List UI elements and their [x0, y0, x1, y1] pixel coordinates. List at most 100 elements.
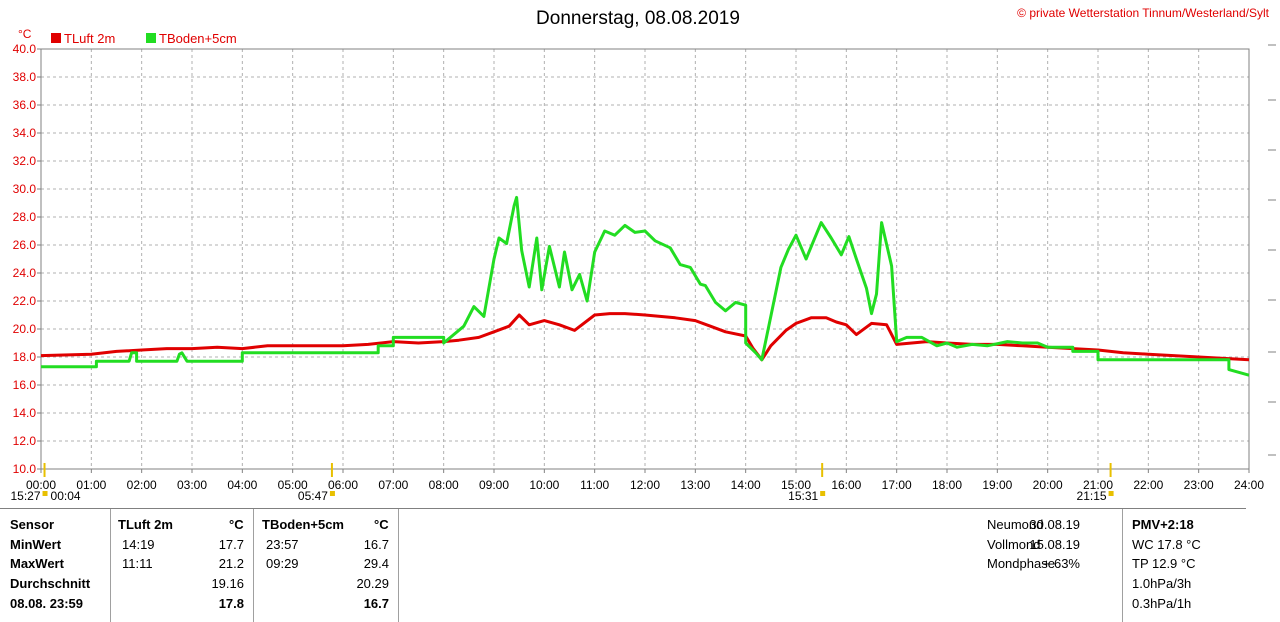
table-divider — [398, 509, 399, 622]
x-tick-label: 12:00 — [630, 478, 660, 492]
legend-swatch-tluft — [51, 33, 61, 43]
row-value-max-tboden: 29.4 — [363, 556, 389, 571]
moon-value-full: 15.08.19 — [1029, 537, 1080, 552]
row-value-min-tboden: 16.7 — [363, 537, 389, 552]
y-tick-label: 24.0 — [13, 266, 37, 280]
legend-label-tboden: TBoden+5cm — [159, 31, 237, 46]
copyright-note: © private Wetterstation Tinnum/Westerlan… — [1017, 6, 1270, 20]
header-tboden: TBoden+5cm — [262, 517, 344, 532]
chart-title: Donnerstag, 08.08.2019 — [536, 8, 740, 29]
x-tick-label: 05:00 — [278, 478, 308, 492]
legend-swatch-tboden — [146, 33, 156, 43]
row-time-max-tboden: 09:29 — [266, 556, 299, 571]
x-tick-label: 08:00 — [429, 478, 459, 492]
x-tick-label: 17:00 — [882, 478, 912, 492]
x-tick-label: 02:00 — [127, 478, 157, 492]
y-tick-label: 16.0 — [13, 378, 37, 392]
y-tick-label: 18.0 — [13, 350, 37, 364]
y-tick-label: 38.0 — [13, 70, 37, 84]
y-axis-unit: °C — [18, 27, 32, 41]
y-tick-label: 26.0 — [13, 238, 37, 252]
table-divider — [253, 509, 254, 622]
x-tick-label: 20:00 — [1033, 478, 1063, 492]
moon-value-new: 30.08.19 — [1029, 517, 1080, 532]
windchill-value: WC 17.8 °C — [1132, 537, 1201, 552]
x-tick-label: 09:00 — [479, 478, 509, 492]
statistics-table: Sensor TLuft 2m °C TBoden+5cm °C MinWert… — [0, 508, 1246, 622]
row-value-avg-tluft: 19.16 — [211, 576, 244, 591]
legend-label-tluft: TLuft 2m — [64, 31, 115, 46]
row-value-max-tluft: 21.2 — [218, 556, 244, 571]
dewpoint-value: TP 12.9 °C — [1132, 556, 1196, 571]
marker-dot — [1108, 491, 1114, 496]
table-divider — [1122, 509, 1123, 622]
y-tick-label: 10.0 — [13, 462, 37, 476]
y-tick-label: 36.0 — [13, 98, 37, 112]
row-label-avg: Durchschnitt — [10, 576, 91, 591]
y-tick-label: 28.0 — [13, 210, 37, 224]
moon-label-full: Vollmond — [987, 537, 1041, 552]
x-tick-label: 07:00 — [378, 478, 408, 492]
y-tick-label: 32.0 — [13, 154, 37, 168]
x-tick-label: 15:00 — [781, 478, 811, 492]
row-time-min-tboden: 23:57 — [266, 537, 299, 552]
row-time-min-tluft: 14:19 — [122, 537, 155, 552]
x-tick-label: 11:00 — [580, 478, 609, 492]
row-value-avg-tboden: 20.29 — [356, 576, 389, 591]
x-tick-label: 10:00 — [529, 478, 559, 492]
series-lines — [40, 195, 1250, 377]
temperature-chart: 10.0 12.0 14.0 16.0 18.0 20.0 22.0 24.0 26.0 28.0… — [10, 6, 1276, 503]
moon-label-phase: Mondphase — [987, 556, 1055, 571]
y-tick-label: 40.0 — [13, 42, 37, 56]
moon-label-new: Neumond — [987, 517, 1044, 532]
pressure-1h-value: 0.3hPa/1h — [1132, 596, 1192, 611]
moon-value-phase: + 63% — [1042, 556, 1080, 571]
marker-dot — [820, 491, 826, 496]
x-tick-label: 23:00 — [1184, 478, 1214, 492]
marker-label: 15:27 — [10, 489, 40, 503]
x-tick-label: 06:00 — [328, 478, 358, 492]
row-time-max-tluft: 11:11 — [122, 556, 153, 571]
pmv-value: PMV+2:18 — [1132, 517, 1194, 532]
y-tick-label: 14.0 — [13, 406, 37, 420]
y-tick-label: 30.0 — [13, 182, 37, 196]
x-tick-label: 19:00 — [982, 478, 1012, 492]
right-axis-dashes — [1268, 44, 1276, 456]
marker-dot — [42, 491, 48, 496]
y-tick-label: 12.0 — [13, 434, 37, 448]
row-label-current: 08.08. 23:59 — [10, 596, 84, 611]
x-tick-label: 18:00 — [932, 478, 962, 492]
y-tick-label: 34.0 — [13, 126, 37, 140]
x-tick-label: 00:00 — [26, 478, 56, 492]
x-tick-label: 03:00 — [177, 478, 207, 492]
x-tick-label: 21:00 — [1083, 478, 1113, 492]
x-tick-label: 22:00 — [1133, 478, 1163, 492]
row-value-min-tluft: 17.7 — [218, 537, 244, 552]
row-label-max: MaxWert — [10, 556, 64, 571]
marker-dot — [329, 491, 335, 496]
x-axis-ticks: 00:00 01:00 02:00 03:00 04:00 05:00 06:00 07:00… — [26, 469, 1264, 492]
series-line-tboden — [41, 195, 1250, 377]
header-tluft-unit: °C — [229, 517, 244, 532]
header-tboden-unit: °C — [374, 517, 389, 532]
x-tick-label: 16:00 — [831, 478, 861, 492]
header-sensor: Sensor — [10, 517, 55, 532]
y-tick-label: 20.0 — [13, 322, 37, 336]
row-label-min: MinWert — [10, 537, 62, 552]
x-tick-label: 13:00 — [680, 478, 710, 492]
y-tick-label: 22.0 — [13, 294, 37, 308]
y-axis-ticks: 10.0 12.0 14.0 16.0 18.0 20.0 22.0 24.0 26.0 28.0… — [13, 42, 41, 476]
header-tluft: TLuft 2m — [118, 517, 173, 532]
legend: TLuft 2m TBoden+5cm — [51, 31, 237, 46]
pressure-3h-value: 1.0hPa/3h — [1132, 576, 1192, 591]
marker-label: 21:15 — [1077, 489, 1107, 503]
marker-sublabel: 00:04 — [51, 489, 81, 503]
x-tick-label: 01:00 — [76, 478, 106, 492]
marker-label: 15:31 — [788, 489, 818, 503]
time-markers: 15:27 00:04 05:47 15:31 21:15 — [10, 463, 1114, 503]
x-tick-label: 14:00 — [731, 478, 761, 492]
marker-label: 05:47 — [298, 489, 328, 503]
table-divider — [110, 509, 111, 622]
row-value-current-tluft: 17.8 — [218, 596, 244, 611]
x-tick-label: 04:00 — [227, 478, 257, 492]
